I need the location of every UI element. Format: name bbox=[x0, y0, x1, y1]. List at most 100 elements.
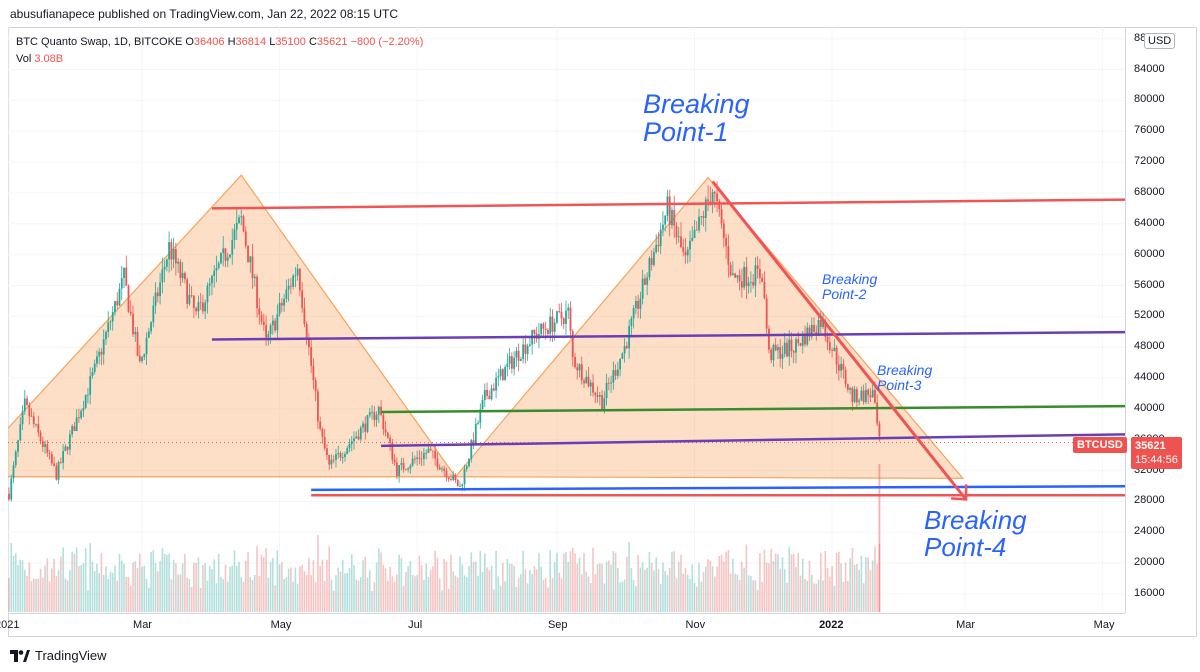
currency-button[interactable]: USD bbox=[1144, 33, 1176, 49]
volume-bar bbox=[556, 552, 558, 612]
volume-bar bbox=[754, 580, 757, 612]
volume-bar bbox=[396, 574, 398, 612]
time-axis[interactable]: 2021 Mar May Jul Sep Nov 2022 Mar May bbox=[0, 613, 1125, 637]
candle-body bbox=[768, 328, 770, 350]
volume-bar bbox=[470, 552, 473, 612]
candle-body bbox=[247, 245, 249, 263]
candle-body bbox=[66, 446, 69, 450]
candle-body bbox=[35, 423, 37, 425]
candle-body bbox=[211, 275, 213, 284]
candle-body bbox=[513, 357, 516, 369]
volume-bar bbox=[100, 552, 103, 612]
candle-body bbox=[64, 446, 67, 452]
candle-body bbox=[141, 357, 143, 362]
volume-bar bbox=[765, 562, 768, 612]
candle-body bbox=[319, 421, 322, 429]
volume-bar bbox=[186, 577, 188, 612]
candle-body bbox=[19, 424, 22, 441]
volume-bar bbox=[267, 577, 270, 612]
low-label: L bbox=[269, 36, 276, 48]
candle-body bbox=[565, 310, 567, 324]
candle-body bbox=[123, 267, 125, 278]
price-chart-svg[interactable] bbox=[8, 27, 1125, 613]
candle-body bbox=[673, 209, 676, 226]
volume-bar bbox=[488, 570, 491, 612]
y-tick-label: 76000 bbox=[1134, 124, 1165, 137]
volume-bar bbox=[562, 553, 565, 612]
volume-bar bbox=[242, 581, 245, 612]
candle-body bbox=[526, 345, 529, 354]
volume-bar bbox=[682, 573, 685, 612]
volume-bar bbox=[166, 555, 168, 612]
candle-body bbox=[533, 329, 536, 334]
volume-bar bbox=[533, 566, 536, 612]
volume-bar bbox=[801, 558, 804, 612]
candle-body bbox=[150, 322, 152, 332]
candle-body bbox=[806, 327, 809, 345]
price-axis[interactable]: 1600020000240002800032000360004000044000… bbox=[1125, 27, 1197, 613]
volume-bar bbox=[761, 581, 763, 612]
volume-bar bbox=[653, 570, 655, 612]
low-value: 35100 bbox=[275, 36, 306, 48]
footer-brand[interactable]: TradingView bbox=[35, 648, 107, 663]
volume-label: Vol bbox=[16, 53, 32, 65]
volume-bar bbox=[274, 585, 276, 612]
close-value: 35621 bbox=[316, 36, 348, 48]
volume-bar bbox=[123, 563, 125, 612]
candle-body bbox=[39, 432, 42, 442]
candle-body bbox=[407, 468, 410, 470]
y-tick-label: 56000 bbox=[1134, 278, 1165, 291]
volume-bar bbox=[272, 557, 274, 612]
candle-body bbox=[479, 409, 482, 423]
candle-body bbox=[549, 316, 552, 334]
candle-body bbox=[801, 334, 804, 346]
volume-bar bbox=[693, 583, 696, 612]
volume-bar bbox=[637, 554, 639, 612]
plot-area[interactable] bbox=[8, 27, 1125, 613]
volume-bar bbox=[583, 552, 585, 612]
candle-body bbox=[492, 388, 495, 391]
volume-bar bbox=[723, 561, 725, 612]
volume-bar bbox=[114, 565, 116, 612]
volume-bar bbox=[704, 566, 707, 612]
volume-bar bbox=[330, 579, 333, 612]
volume-bar bbox=[57, 570, 60, 612]
volume-bar bbox=[344, 573, 346, 612]
y-tick-label: 28000 bbox=[1134, 494, 1165, 507]
volume-bar bbox=[263, 557, 265, 612]
volume-bar bbox=[574, 553, 576, 612]
volume-bar bbox=[644, 569, 646, 612]
candle-body bbox=[308, 339, 310, 348]
candle-body bbox=[222, 248, 225, 254]
volume-bar bbox=[700, 581, 703, 612]
volume-bar bbox=[684, 567, 687, 612]
volume-bar bbox=[143, 565, 146, 612]
candle-body bbox=[804, 334, 806, 345]
candle-body bbox=[718, 201, 721, 210]
volume-bar bbox=[42, 578, 44, 612]
volume-bar bbox=[621, 581, 624, 612]
volume-bar bbox=[321, 559, 324, 612]
volume-bar bbox=[486, 567, 488, 612]
candle-body bbox=[152, 305, 155, 323]
volume-bar bbox=[443, 558, 446, 612]
x-tick-label: May bbox=[1093, 619, 1115, 631]
candle-body bbox=[382, 414, 385, 430]
last-price-badge: 35621 15:44:56 bbox=[1131, 437, 1182, 469]
y-tick-label: 68000 bbox=[1134, 185, 1165, 198]
candle-body bbox=[686, 249, 689, 256]
candle-body bbox=[849, 388, 852, 390]
annotation-breaking-point-1: Breaking Point-1 bbox=[643, 90, 750, 147]
volume-bar bbox=[878, 544, 881, 612]
candle-body bbox=[346, 448, 349, 454]
volume-bar bbox=[224, 564, 227, 612]
symbol-name[interactable]: BTC Quanto Swap, 1D, BITCOKE bbox=[16, 36, 183, 48]
volume-bar bbox=[116, 580, 119, 612]
candle-body bbox=[125, 267, 128, 286]
volume-bar bbox=[278, 564, 281, 612]
candle-body bbox=[373, 411, 376, 421]
volume-bar bbox=[175, 563, 177, 612]
candle-body bbox=[490, 388, 493, 400]
candle-body bbox=[738, 275, 741, 282]
candle-body bbox=[107, 322, 110, 332]
